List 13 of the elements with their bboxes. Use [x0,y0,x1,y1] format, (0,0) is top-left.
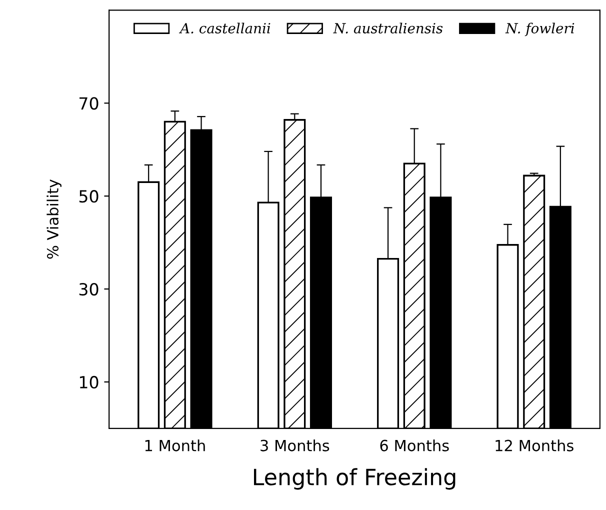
x-tick-label: 3 Months [260,440,330,452]
y-tick-label: 30 [79,282,98,296]
y-tick-label: 10 [80,376,98,388]
x-tick-label: 6 Months [380,440,449,452]
legend-label: N. fowleri [505,22,574,36]
x-axis-title: Length of Freezing [254,468,456,490]
y-tick-label: 50 [79,190,98,203]
legend-label: A. castellanii [178,22,270,34]
x-tick-label: 1 Month [145,440,205,452]
y-axis-title: % Viability [46,179,62,259]
x-tick-label: 12 Months [496,440,574,452]
legend-label: N. australiensis [333,22,443,34]
y-tick-label: 70 [80,97,98,110]
